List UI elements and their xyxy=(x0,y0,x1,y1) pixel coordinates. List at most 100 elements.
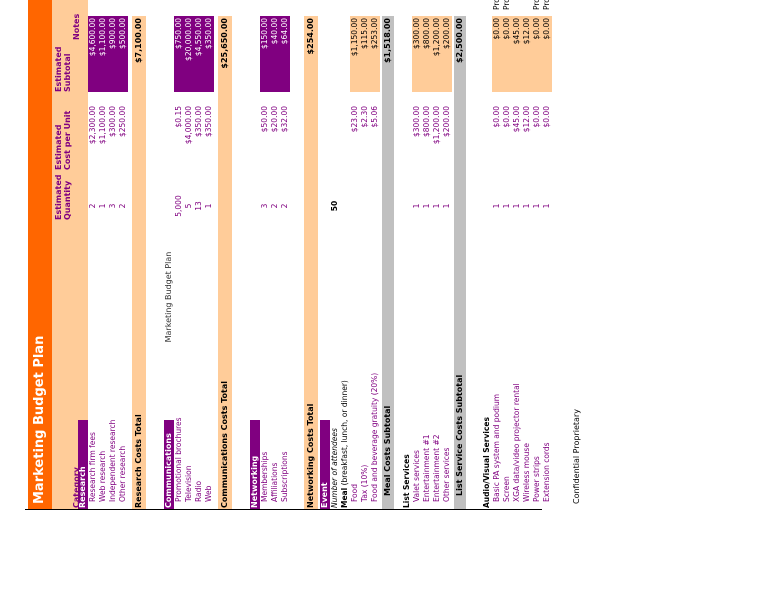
row-cpu: $23.00 xyxy=(350,106,359,133)
row-label: Screen xyxy=(502,476,511,502)
row-subtotal: $40.00 xyxy=(270,18,279,45)
list-subtotal-row: List Service Costs Subtotal $2,500.00 xyxy=(454,0,466,510)
row-note: Provided by venue (usually) xyxy=(492,0,502,10)
row-subtotal: $12.00 xyxy=(522,18,531,45)
row-cpu: $2,300.00 xyxy=(88,106,97,145)
table-row: Other services 1 $200.00 $200.00 xyxy=(442,0,452,510)
row-qty: 2 xyxy=(118,203,127,209)
table-row: Affiliations 2 $20.00 $40.00 xyxy=(270,0,280,510)
row-cpu: $2.30 xyxy=(360,106,369,128)
row-qty: 3 xyxy=(108,203,117,209)
row-label: Tax (10%) xyxy=(360,464,369,502)
row-note: Provided by venue (usually) xyxy=(542,0,552,10)
research-heading: Research xyxy=(78,420,88,510)
list-heading-row: List Services xyxy=(402,0,412,510)
column-header-quantity: Estimated Quantity xyxy=(54,174,72,220)
total-value: $7,100.00 xyxy=(134,18,143,64)
row-cpu: $350.00 xyxy=(204,106,213,138)
research-total-row: Research Costs Total $7,100.00 xyxy=(133,0,145,510)
subtotal-value: $2,500.00 xyxy=(455,18,464,64)
row-subtotal: $20,000.00 xyxy=(184,18,193,61)
row-label: Other research xyxy=(118,445,127,502)
row-subtotal: $1,200.00 xyxy=(432,18,441,57)
total-label: Communications Costs Total xyxy=(220,381,229,508)
row-qty: 2 xyxy=(88,203,97,209)
meal-note: (breakfast, lunch, or dinner) xyxy=(340,380,349,486)
table-left-rule xyxy=(25,509,542,510)
meal-label: Meal xyxy=(340,487,349,508)
table-row: Basic PA system and podium 1 $0.00 $0.00 Pro… xyxy=(492,0,502,510)
row-cpu: $5.06 xyxy=(370,106,379,128)
row-label: Entertainment #2 xyxy=(432,434,441,502)
row-cpu: $250.00 xyxy=(118,106,127,138)
subtotal-label: List Service Costs Subtotal xyxy=(455,374,464,496)
networking-total-row: Networking Costs Total $254.00 xyxy=(305,0,317,510)
column-header-subtotal: Estimated Subtotal xyxy=(54,46,72,92)
communications-heading: Communications xyxy=(164,420,174,510)
row-cpu: $0.00 xyxy=(502,106,511,128)
table-row: Research firm fees 2 $2,300.00 $4,600.00 xyxy=(88,0,98,510)
row-cpu: $1,100.00 xyxy=(98,106,107,145)
row-qty: 5 xyxy=(184,203,193,209)
meal-subtotal-row: Meal Costs Subtotal $1,518.00 xyxy=(382,0,394,510)
row-qty: 13 xyxy=(194,201,203,211)
row-subtotal: $0.00 xyxy=(502,18,511,40)
subtotal-label: Meal Costs Subtotal xyxy=(383,405,392,496)
row-qty: 5,000 xyxy=(174,195,183,217)
column-header-notes: Notes xyxy=(72,13,81,40)
table-row: Independent research 3 $300.00 $900.00 xyxy=(108,0,118,510)
total-label: Research Costs Total xyxy=(134,414,143,508)
row-cpu: $200.00 xyxy=(442,106,451,138)
row-qty: 2 xyxy=(280,203,289,209)
row-cpu: $45.00 xyxy=(512,106,521,133)
row-qty: 1 xyxy=(542,203,551,209)
row-label: Subscriptions xyxy=(280,451,289,502)
table-row: Power strips 1 $0.00 $0.00 Provided by venue… xyxy=(532,0,542,510)
row-subtotal: $200.00 xyxy=(442,18,451,50)
row-cpu: $300.00 xyxy=(412,106,421,138)
table-row: Food $23.00 $1,150.00 xyxy=(350,0,360,510)
table-row: Wireless mouse 1 $12.00 $12.00 xyxy=(522,0,532,510)
row-qty: 1 xyxy=(432,203,441,209)
row-cpu: $50.00 xyxy=(260,106,269,133)
row-label: Basic PA system and podium xyxy=(492,393,501,502)
row-qty: 1 xyxy=(512,203,521,209)
table-row: Screen 1 $0.00 $0.00 Provided by venue (usua… xyxy=(502,0,512,510)
row-label: Radio xyxy=(194,480,203,502)
row-label: Television xyxy=(184,465,193,502)
row-qty: 1 xyxy=(492,203,501,209)
row-subtotal: $800.00 xyxy=(422,18,431,50)
row-subtotal: $350.00 xyxy=(204,18,213,50)
table-row: Extension cords 1 $0.00 $0.00 Provided by ve… xyxy=(542,0,552,510)
row-label: Independent research xyxy=(108,419,117,502)
row-subtotal: $253.00 xyxy=(370,18,379,50)
row-label: Promotional brochures xyxy=(174,417,183,502)
row-label: Wireless mouse xyxy=(522,443,531,502)
subtotal-value: $1,518.00 xyxy=(383,18,392,64)
row-label: Valet services xyxy=(412,450,421,502)
row-cpu: $4,000.00 xyxy=(184,106,193,145)
row-subtotal: $750.00 xyxy=(174,18,183,50)
row-cpu: $0.15 xyxy=(174,106,183,128)
attendees-value: 50 xyxy=(330,200,339,212)
table-row: Entertainment #2 1 $1,200.00 $1,200.00 xyxy=(432,0,442,510)
row-subtotal: $45.00 xyxy=(512,18,521,45)
total-value: $254.00 xyxy=(306,18,315,55)
row-subtotal: $0.00 xyxy=(542,18,551,40)
table-row: Television 5 $4,000.00 $20,000.00 xyxy=(184,0,194,510)
row-label: Web xyxy=(204,485,213,502)
row-subtotal: $150.00 xyxy=(260,18,269,50)
event-heading: Event xyxy=(320,420,330,510)
row-subtotal: $4,600.00 xyxy=(88,18,97,57)
row-cpu: $12.00 xyxy=(522,106,531,133)
table-row: Other research 2 $250.00 $500.00 xyxy=(118,0,128,510)
table-row: Radio 13 $350.00 $4,550.00 xyxy=(194,0,204,510)
row-subtotal: $64.00 xyxy=(280,18,289,45)
row-label: Research firm fees xyxy=(88,432,97,502)
confidential-footer: Confidential Proprietary xyxy=(572,409,581,504)
row-cpu: $300.00 xyxy=(108,106,117,138)
table-row: Web research 1 $1,100.00 $1,100.00 xyxy=(98,0,108,510)
row-label: Food xyxy=(350,484,359,502)
